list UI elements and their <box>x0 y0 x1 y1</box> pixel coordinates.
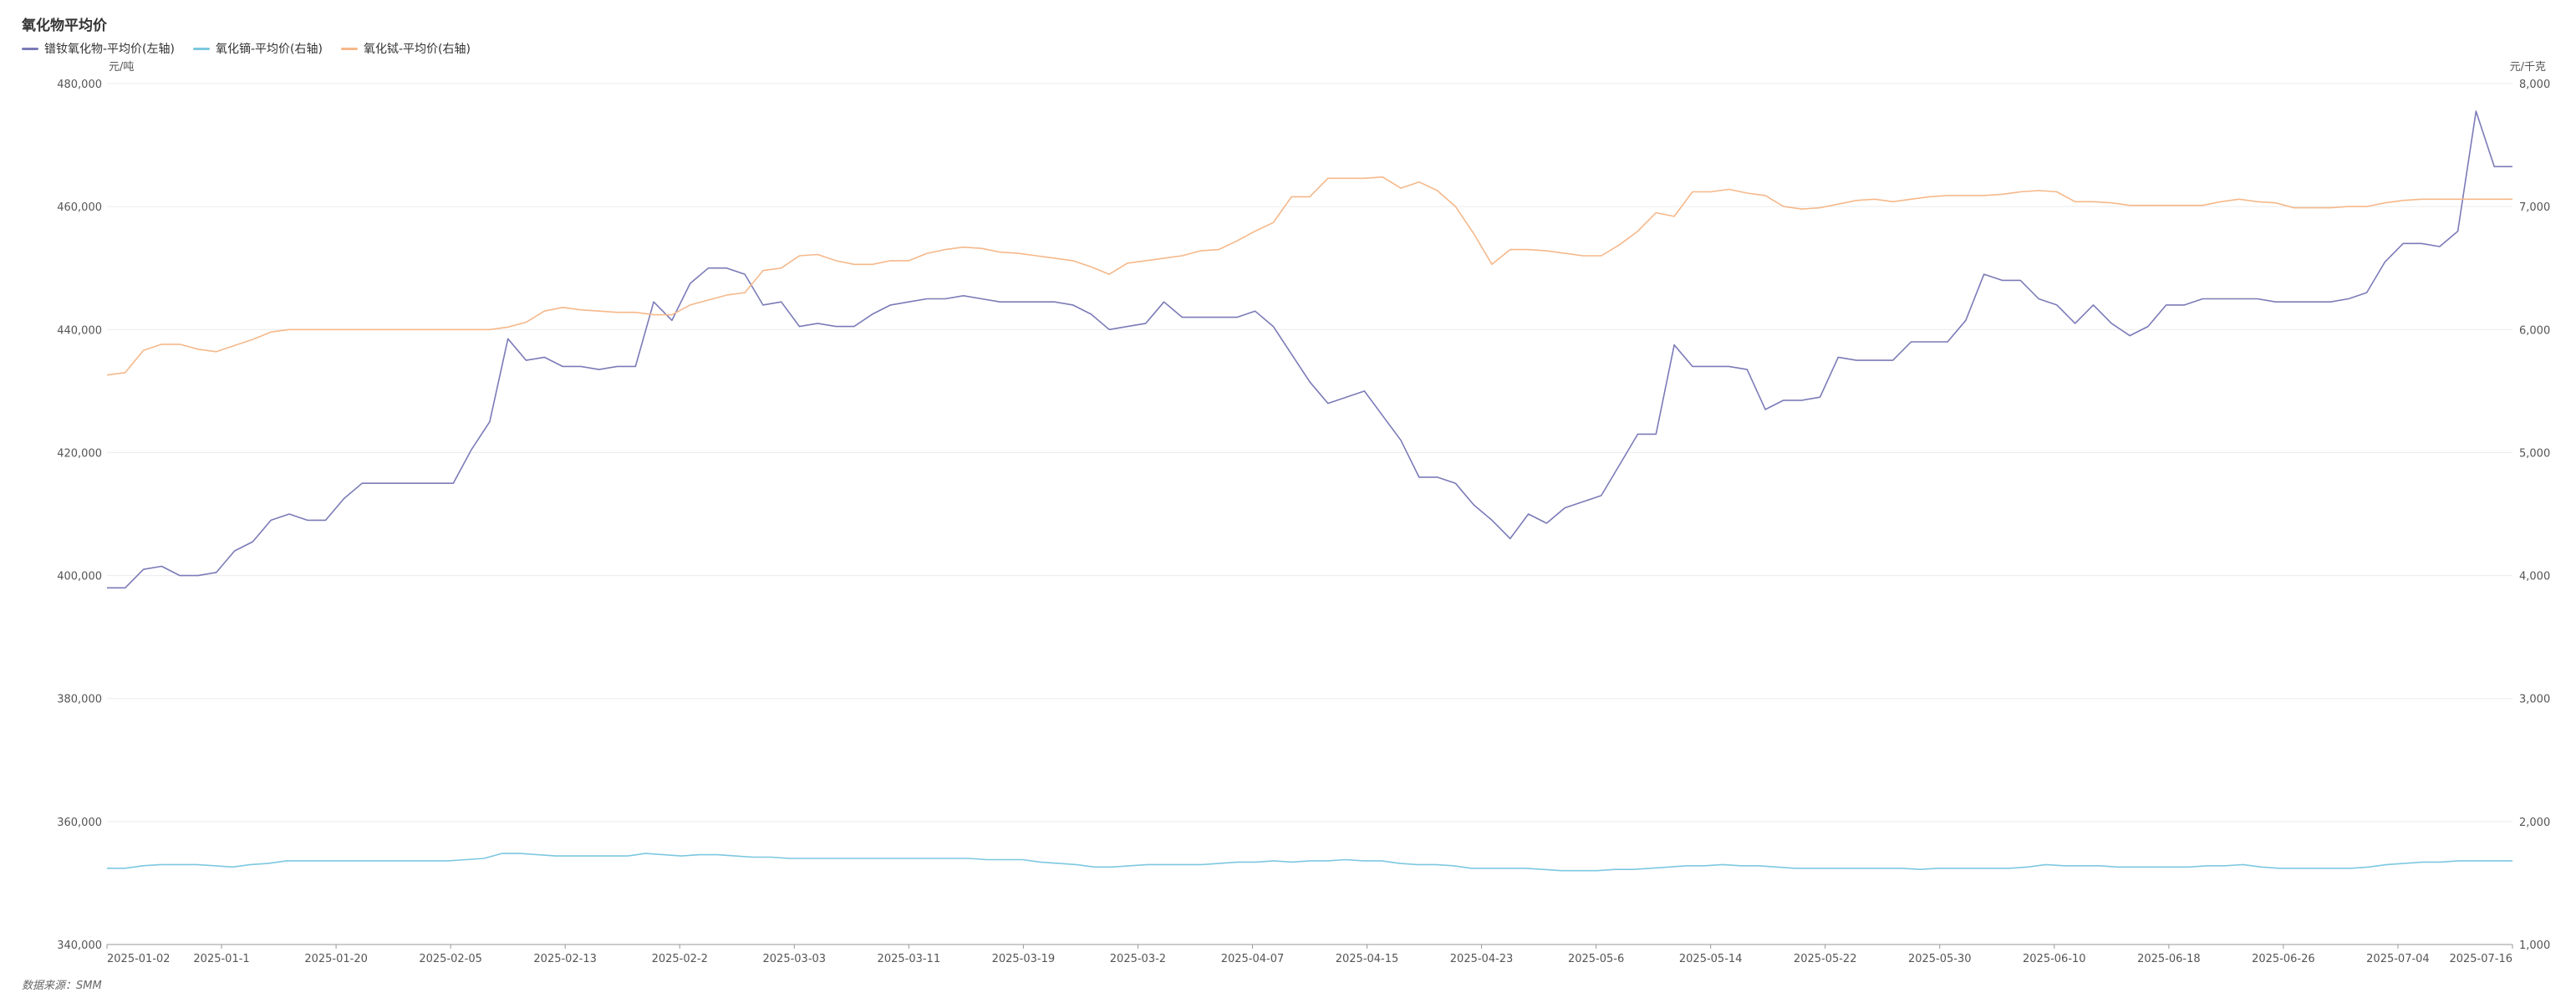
left-axis-tick-label: 440,000 <box>57 324 102 337</box>
legend-label-prnd: 镨钕氧化物-平均价(左轴) <box>44 43 175 56</box>
x-axis-tick-label: 2025-01-20 <box>304 953 368 965</box>
left-axis-tick-label: 460,000 <box>57 201 102 214</box>
right-axis-tick-label: 6,000 <box>2519 324 2550 337</box>
left-axis-tick-label: 400,000 <box>57 571 102 583</box>
x-axis-tick-label: 2025-03-03 <box>763 953 827 965</box>
x-axis-tick-label: 2025-06-26 <box>2252 953 2315 965</box>
x-axis-tick-label: 2025-02-2 <box>652 953 708 965</box>
left-axis-tick-label: 480,000 <box>57 79 102 91</box>
legend-swatch-prnd <box>22 47 38 50</box>
left-axis-tick-label: 380,000 <box>57 694 102 706</box>
left-axis-tick-label: 340,000 <box>57 939 102 952</box>
right-axis-tick-label: 8,000 <box>2519 79 2550 91</box>
x-axis-tick-label: 2025-03-19 <box>992 953 1056 965</box>
data-source-note: 数据来源：SMM <box>22 980 102 992</box>
right-axis-tick-label: 3,000 <box>2519 694 2550 706</box>
legend-swatch-dy <box>192 47 210 50</box>
x-axis-tick-label: 2025-02-05 <box>419 953 482 965</box>
right-axis-tick-label: 4,000 <box>2519 571 2550 583</box>
legend-label-dy: 氧化镝-平均价(右轴) <box>215 43 323 56</box>
x-axis-tick-label: 2025-04-15 <box>1336 953 1399 965</box>
x-axis-tick-label: 2025-07-16 <box>2449 953 2512 965</box>
left-axis-tick-label: 360,000 <box>57 817 102 829</box>
x-axis-tick-label: 2025-07-04 <box>2366 953 2430 965</box>
series-line-2 <box>106 176 2512 376</box>
x-axis-tick-label: 2025-01-02 <box>107 953 171 965</box>
chart-legend: 镨钕氧化物-平均价(左轴) 氧化镝-平均价(右轴) 氧化铽-平均价(右轴) <box>22 40 471 57</box>
series-line-1 <box>107 853 2512 872</box>
x-axis-tick-label: 2025-03-2 <box>1110 953 1166 965</box>
x-axis-tick-label: 2025-04-07 <box>1221 953 1285 965</box>
legend-item-dy[interactable]: 氧化镝-平均价(右轴) <box>192 40 323 57</box>
right-axis-tick-label: 1,000 <box>2519 939 2550 952</box>
x-axis-tick-label: 2025-03-11 <box>878 953 941 965</box>
legend-swatch-tb <box>340 47 358 50</box>
chart-title: 氧化物平均价 <box>22 18 107 34</box>
x-axis-tick-label: 2025-06-10 <box>2023 953 2086 965</box>
right-axis-unit: 元/千克 <box>2510 61 2546 74</box>
x-axis-tick-label: 2025-02-13 <box>533 953 597 965</box>
x-axis-tick-label: 2025-01-1 <box>193 953 249 965</box>
left-axis-unit: 元/吨 <box>109 61 134 74</box>
x-axis-tick-label: 2025-05-22 <box>1794 953 1857 965</box>
x-axis-tick-label: 2025-06-18 <box>2137 953 2201 965</box>
series-line-0 <box>107 110 2512 589</box>
x-axis-tick-label: 2025-05-14 <box>1679 953 1743 965</box>
legend-label-tb: 氧化铽-平均价(右轴) <box>363 43 471 56</box>
right-axis-tick-label: 2,000 <box>2519 817 2550 829</box>
x-axis-tick-label: 2025-05-30 <box>1908 953 1972 965</box>
x-axis-tick-label: 2025-04-23 <box>1450 953 1514 965</box>
x-axis-tick-label: 2025-05-6 <box>1568 953 1624 965</box>
left-axis-tick-label: 420,000 <box>57 447 102 460</box>
legend-item-tb[interactable]: 氧化铽-平均价(右轴) <box>340 40 471 57</box>
legend-item-prnd[interactable]: 镨钕氧化物-平均价(左轴) <box>22 40 175 57</box>
right-axis-tick-label: 5,000 <box>2519 447 2550 460</box>
right-axis-tick-label: 7,000 <box>2519 201 2550 214</box>
